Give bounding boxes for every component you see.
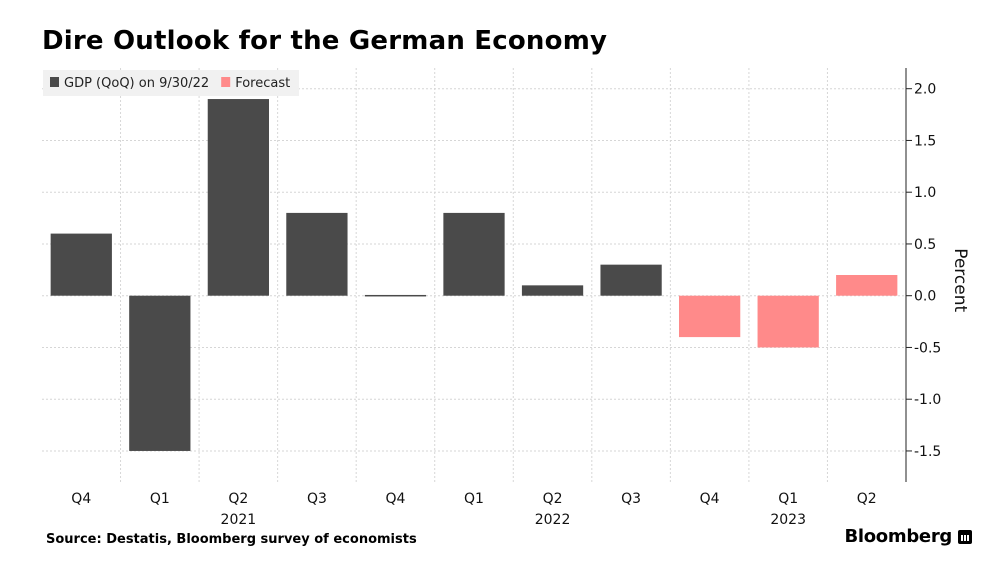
bar-gdp-q2 [207, 99, 269, 296]
bar-gdp-q3 [600, 264, 662, 296]
y-tick-label: -1.0 [914, 392, 941, 408]
x-tick-label: Q2 [228, 491, 248, 507]
bars [50, 99, 898, 451]
x-year-label: 2023 [770, 512, 806, 528]
x-tick-label: Q4 [385, 491, 405, 507]
x-tick-label: Q3 [621, 491, 641, 507]
x-year-label: 2022 [535, 512, 571, 528]
legend: GDP (QoQ) on 9/30/22 Forecast [43, 70, 299, 96]
brand-logo: Bloomberg [844, 526, 972, 547]
x-tick-label: Q1 [778, 491, 798, 507]
legend-entry: Forecast [235, 76, 290, 91]
bar-gdp-q3 [286, 212, 348, 296]
y-tick-label: 1.0 [914, 185, 936, 201]
bar-forecast-q4 [679, 295, 741, 338]
x-year-label: 2021 [221, 512, 257, 528]
bar-forecast-q1 [757, 295, 819, 348]
bar-gdp-q1 [443, 212, 505, 296]
y-tick-label: -0.5 [914, 340, 941, 356]
legend-swatch [50, 77, 59, 87]
x-tick-label: Q4 [700, 491, 720, 507]
bar-gdp-q4 [364, 294, 427, 297]
brand-name: Bloomberg [844, 526, 952, 547]
y-tick-label: 1.5 [914, 133, 936, 149]
bar-forecast-q2 [836, 275, 898, 296]
x-tick-label: Q2 [543, 491, 563, 507]
source-note: Source: Destatis, Bloomberg survey of ec… [46, 532, 417, 547]
legend-swatch [221, 77, 231, 87]
y-axis-label: Percent [950, 248, 970, 312]
x-tick-label: Q4 [71, 491, 91, 507]
y-tick-label: 2.0 [914, 82, 936, 98]
bar-gdp-q4 [50, 233, 112, 296]
bloomberg-icon [958, 529, 972, 544]
legend-entry: GDP (QoQ) on 9/30/22 [64, 76, 209, 91]
x-tick-label: Q2 [857, 491, 877, 507]
x-tick-label: Q3 [307, 491, 327, 507]
x-tick-label: Q1 [464, 491, 484, 507]
bar-gdp-q1 [129, 295, 191, 451]
x-axis-labels: Q4 Q1 Q2 Q3 Q4 Q1 Q2 Q3 Q4 Q1 Q2 2021 2022 2023 [71, 491, 876, 528]
y-tick-label: -1.5 [914, 444, 941, 460]
y-tick-label: 0.5 [914, 237, 936, 253]
y-tick-label: 0.0 [914, 289, 936, 305]
chart-title: Dire Outlook for the German Economy [42, 26, 608, 56]
legend-background [43, 70, 299, 96]
x-tick-label: Q1 [150, 491, 170, 507]
bar-gdp-q2 [521, 285, 584, 296]
y-axis: 2.0 1.5 1.0 0.5 0.0 -0.5 -1.0 -1.5 Percent [905, 68, 970, 482]
